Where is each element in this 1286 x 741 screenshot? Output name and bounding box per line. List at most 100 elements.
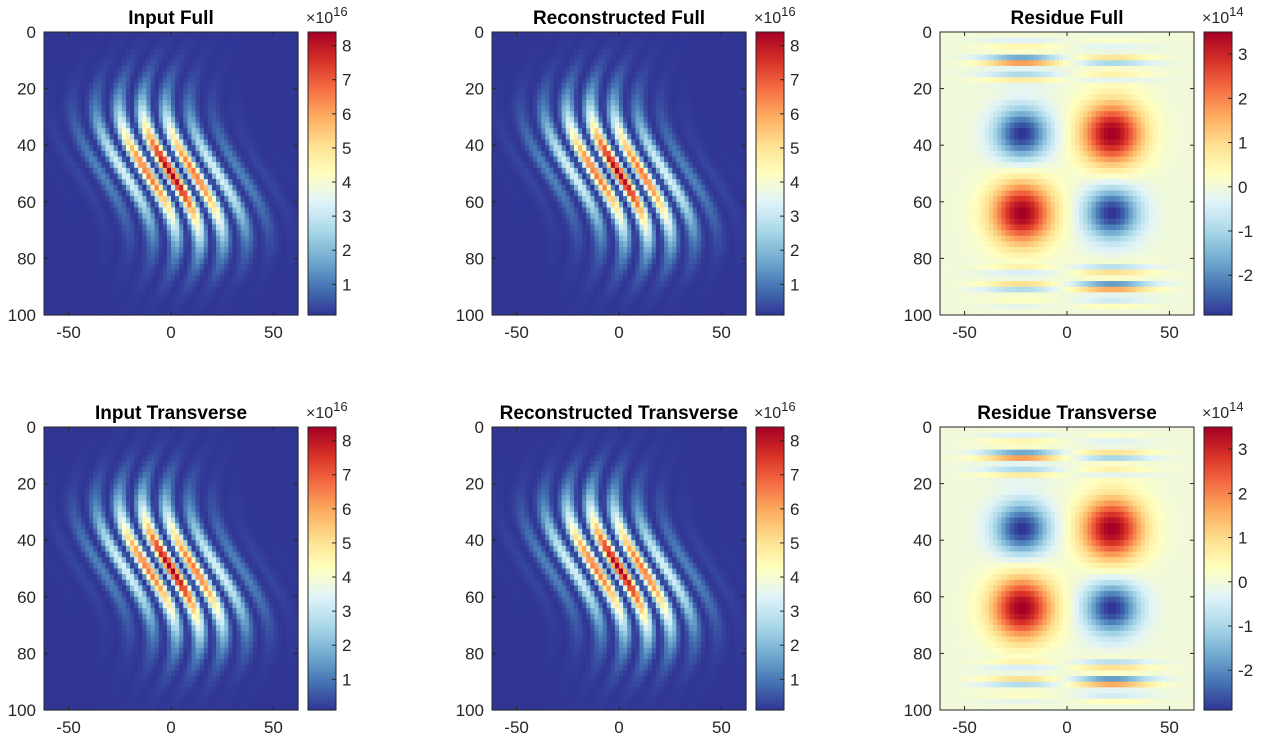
heatmap-cell bbox=[516, 116, 522, 124]
heatmap-cell bbox=[659, 150, 665, 158]
heatmap-cell bbox=[211, 54, 217, 61]
heatmap-cell bbox=[512, 190, 518, 197]
heatmap-cell bbox=[121, 99, 127, 107]
heatmap-cell bbox=[48, 207, 53, 214]
heatmap-cell bbox=[721, 184, 727, 192]
heatmap-cell bbox=[93, 145, 98, 152]
heatmap-cell bbox=[240, 281, 246, 288]
heatmap-cell bbox=[516, 65, 522, 73]
heatmap-cell bbox=[561, 65, 567, 73]
heatmap-cell bbox=[265, 286, 270, 293]
heatmap-cell bbox=[80, 94, 86, 101]
heatmap-cell bbox=[541, 37, 546, 44]
heatmap-cell bbox=[97, 258, 102, 265]
heatmap-cell bbox=[60, 173, 66, 180]
heatmap-cell bbox=[725, 150, 731, 158]
heatmap-cell bbox=[598, 128, 604, 135]
heatmap-cell bbox=[80, 269, 86, 276]
heatmap-cell bbox=[228, 65, 234, 73]
heatmap-cell bbox=[606, 167, 612, 175]
heatmap-cell bbox=[56, 32, 61, 39]
heatmap-cell bbox=[659, 133, 665, 141]
heatmap-cell bbox=[277, 190, 283, 197]
heatmap-cell bbox=[684, 77, 690, 84]
heatmap-cell bbox=[252, 99, 258, 107]
heatmap-cell bbox=[725, 94, 731, 101]
heatmap-cell bbox=[244, 275, 250, 282]
heatmap-cell bbox=[705, 111, 710, 118]
heatmap-cell bbox=[269, 292, 275, 299]
heatmap-cell bbox=[166, 105, 172, 112]
heatmap-cell bbox=[171, 99, 176, 107]
heatmap-cell bbox=[146, 213, 152, 220]
heatmap-cell bbox=[125, 60, 131, 67]
heatmap-cell bbox=[508, 105, 514, 112]
heatmap-cell bbox=[109, 99, 115, 107]
heatmap-cell bbox=[154, 213, 160, 220]
heatmap-cell bbox=[516, 184, 522, 192]
heatmap-cell bbox=[76, 241, 82, 248]
heatmap-cell bbox=[639, 179, 645, 186]
heatmap-cell bbox=[72, 201, 78, 209]
heatmap-cell bbox=[76, 207, 82, 214]
heatmap-cell bbox=[676, 133, 682, 141]
heatmap-cell bbox=[541, 145, 546, 152]
heatmap-cell bbox=[664, 145, 669, 152]
heatmap-cell bbox=[709, 82, 714, 90]
heatmap-cell bbox=[659, 139, 665, 146]
heatmap-cell bbox=[668, 32, 673, 39]
heatmap-cell bbox=[557, 190, 563, 197]
heatmap-cell bbox=[717, 167, 723, 175]
heatmap-cell bbox=[705, 82, 710, 90]
heatmap-cell bbox=[741, 37, 747, 44]
heatmap-cell bbox=[80, 247, 86, 254]
heatmap-cell bbox=[166, 65, 172, 73]
heatmap-cell bbox=[668, 150, 673, 158]
heatmap-cell bbox=[261, 48, 266, 56]
heatmap-cell bbox=[244, 292, 250, 299]
heatmap-cell bbox=[500, 48, 505, 56]
heatmap-cell bbox=[586, 60, 591, 67]
heatmap-cell bbox=[154, 128, 160, 135]
heatmap-cell bbox=[668, 43, 673, 50]
heatmap-cell bbox=[56, 162, 61, 169]
heatmap-cell bbox=[183, 303, 188, 310]
heatmap-cell bbox=[211, 116, 217, 124]
heatmap-cell bbox=[285, 105, 291, 112]
heatmap-cell bbox=[224, 116, 229, 124]
heatmap-cell bbox=[733, 77, 739, 84]
heatmap-cell bbox=[64, 88, 70, 95]
heatmap-cell bbox=[606, 60, 612, 67]
heatmap-cell bbox=[261, 82, 266, 90]
heatmap-cell bbox=[101, 190, 107, 197]
heatmap-cell bbox=[680, 133, 686, 141]
heatmap-cell bbox=[224, 235, 229, 243]
heatmap-cell bbox=[224, 32, 229, 39]
heatmap-cell bbox=[528, 139, 534, 146]
heatmap-cell bbox=[248, 88, 254, 95]
heatmap-cell bbox=[72, 105, 78, 112]
heatmap-cell bbox=[269, 122, 275, 129]
heatmap-cell bbox=[285, 218, 291, 226]
heatmap-cell bbox=[647, 94, 653, 101]
heatmap-cell bbox=[516, 167, 522, 175]
heatmap-cell bbox=[643, 54, 649, 61]
heatmap-cell bbox=[187, 258, 193, 265]
heatmap-cell bbox=[717, 82, 723, 90]
colorbar-segment bbox=[308, 214, 336, 219]
heatmap-cell bbox=[228, 218, 234, 226]
heatmap-cell bbox=[80, 156, 86, 163]
heatmap-cell bbox=[216, 122, 221, 129]
heatmap-cell bbox=[684, 82, 690, 90]
heatmap-cell bbox=[203, 156, 209, 163]
heatmap-cell bbox=[76, 88, 82, 95]
heatmap-cell bbox=[60, 99, 66, 107]
heatmap-cell bbox=[248, 167, 254, 175]
colorbar-segment bbox=[308, 299, 336, 304]
heatmap-cell bbox=[64, 269, 70, 276]
heatmap-cell bbox=[187, 150, 193, 158]
heatmap-cell bbox=[289, 43, 295, 50]
heatmap-cell bbox=[285, 235, 291, 243]
heatmap-cell bbox=[721, 32, 727, 39]
heatmap-cell bbox=[553, 156, 559, 163]
